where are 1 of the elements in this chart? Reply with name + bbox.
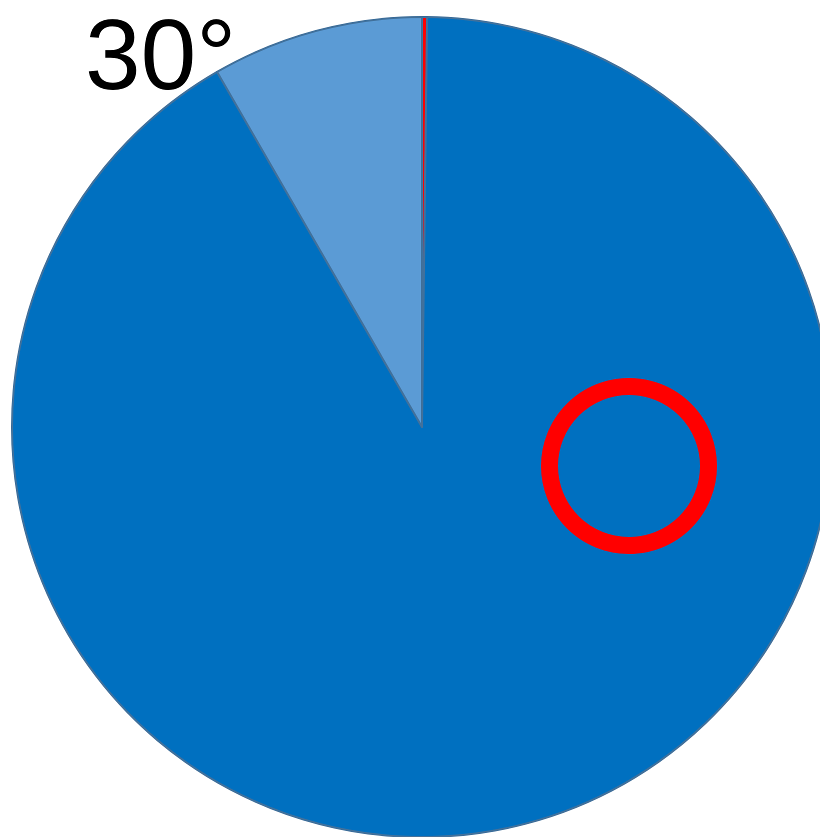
text: 30°: [85, 0, 236, 111]
